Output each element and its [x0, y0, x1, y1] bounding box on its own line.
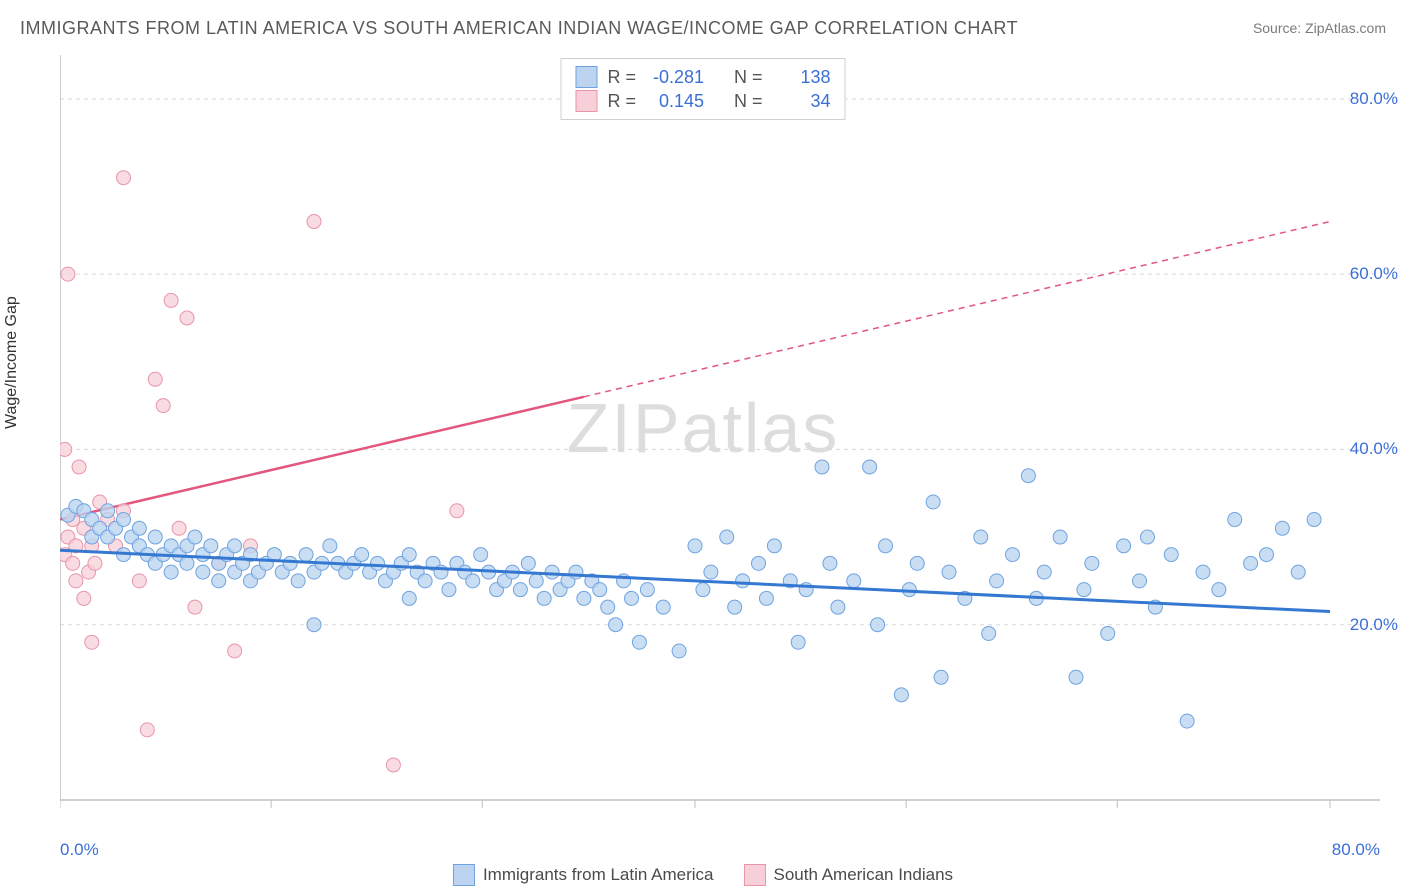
swatch-series-a — [453, 864, 475, 886]
n-value-a: 138 — [773, 65, 831, 89]
correlation-legend: R = -0.281 N = 138 R = 0.145 N = 34 — [560, 58, 845, 120]
y-tick-label: 80.0% — [1350, 89, 1398, 109]
plot-area — [60, 55, 1380, 830]
y-axis-label: Wage/Income Gap — [3, 296, 21, 429]
swatch-series-b — [575, 90, 597, 112]
y-tick-label: 60.0% — [1350, 264, 1398, 284]
y-tick-label: 20.0% — [1350, 615, 1398, 635]
x-tick-label: 80.0% — [1332, 840, 1380, 860]
chart-svg — [60, 55, 1380, 830]
legend-row-a: R = -0.281 N = 138 — [575, 65, 830, 89]
x-tick-label: 0.0% — [60, 840, 99, 860]
source-label: Source: ZipAtlas.com — [1253, 20, 1386, 36]
legend-row-b: R = 0.145 N = 34 — [575, 89, 830, 113]
legend-item-a: Immigrants from Latin America — [453, 864, 714, 886]
series-b-name: South American Indians — [773, 865, 953, 885]
swatch-series-a — [575, 66, 597, 88]
n-value-b: 34 — [773, 89, 831, 113]
chart-title: IMMIGRANTS FROM LATIN AMERICA VS SOUTH A… — [20, 18, 1018, 39]
legend-item-b: South American Indians — [743, 864, 953, 886]
series-a-name: Immigrants from Latin America — [483, 865, 714, 885]
r-value-b: 0.145 — [646, 89, 704, 113]
series-legend: Immigrants from Latin America South Amer… — [453, 864, 953, 886]
y-tick-label: 40.0% — [1350, 439, 1398, 459]
r-label: R = — [607, 65, 636, 89]
n-label: N = — [734, 89, 763, 113]
r-value-a: -0.281 — [646, 65, 704, 89]
r-label: R = — [607, 89, 636, 113]
swatch-series-b — [743, 864, 765, 886]
n-label: N = — [734, 65, 763, 89]
